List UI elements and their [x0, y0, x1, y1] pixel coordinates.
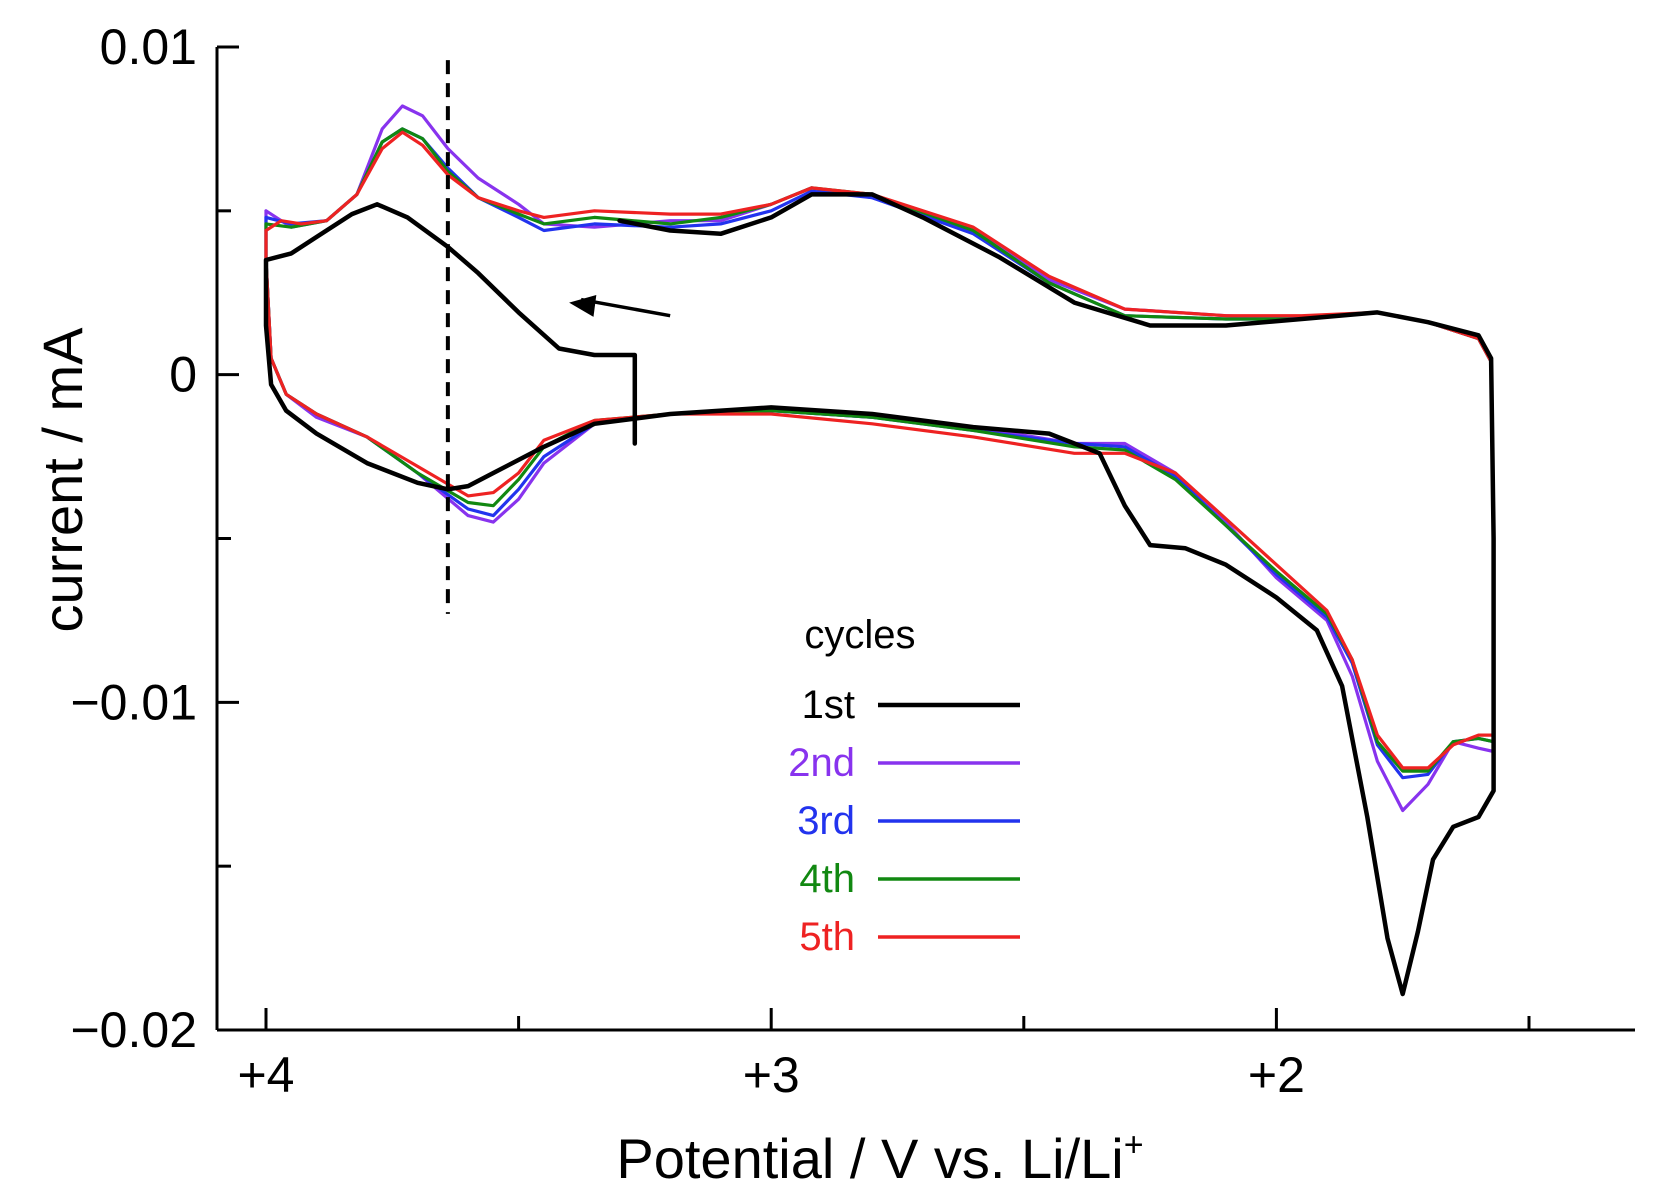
series-line-1st: [263, 192, 1496, 997]
legend-label-5th: 5th: [799, 915, 855, 959]
legend-title: cycles: [804, 613, 915, 657]
series-line-3rd: [264, 127, 1496, 780]
x-tick-label: +4: [237, 1047, 294, 1103]
y-tick-label: 0.01: [100, 19, 197, 75]
x-axis-title: Potential / V vs. Li/Li+: [616, 1126, 1143, 1190]
series-line-2nd: [264, 104, 1496, 813]
series-layer: [263, 104, 1496, 997]
y-tick-label: −0.01: [70, 674, 197, 730]
x-tick-label: +3: [743, 1047, 800, 1103]
x-tick-label: +2: [1248, 1047, 1305, 1103]
legend-label-3rd: 3rd: [797, 799, 855, 843]
legend-label-1st: 1st: [802, 683, 855, 727]
y-axis-title: current / mA: [31, 327, 94, 633]
series-line-4th: [264, 127, 1496, 773]
legend-label-2nd: 2nd: [788, 741, 855, 785]
axes-layer: 0.01 0 −0.01 −0.02 +4 +3 +2: [70, 19, 1635, 1103]
y-tick-label: −0.02: [70, 1002, 197, 1058]
scan-arrow-head: [569, 295, 597, 317]
legend: cycles 1st 2nd 3rd 4th 5th: [788, 613, 1020, 959]
series-line-5th: [264, 130, 1496, 770]
legend-label-4th: 4th: [799, 857, 855, 901]
y-tick-label: 0: [169, 347, 197, 403]
x-axis-title-main: Potential / V vs. Li/Li: [616, 1127, 1123, 1190]
scan-arrow-shaft: [580, 297, 671, 318]
x-axis-title-superscript: +: [1124, 1126, 1144, 1164]
annotation-layer: [445, 60, 671, 614]
